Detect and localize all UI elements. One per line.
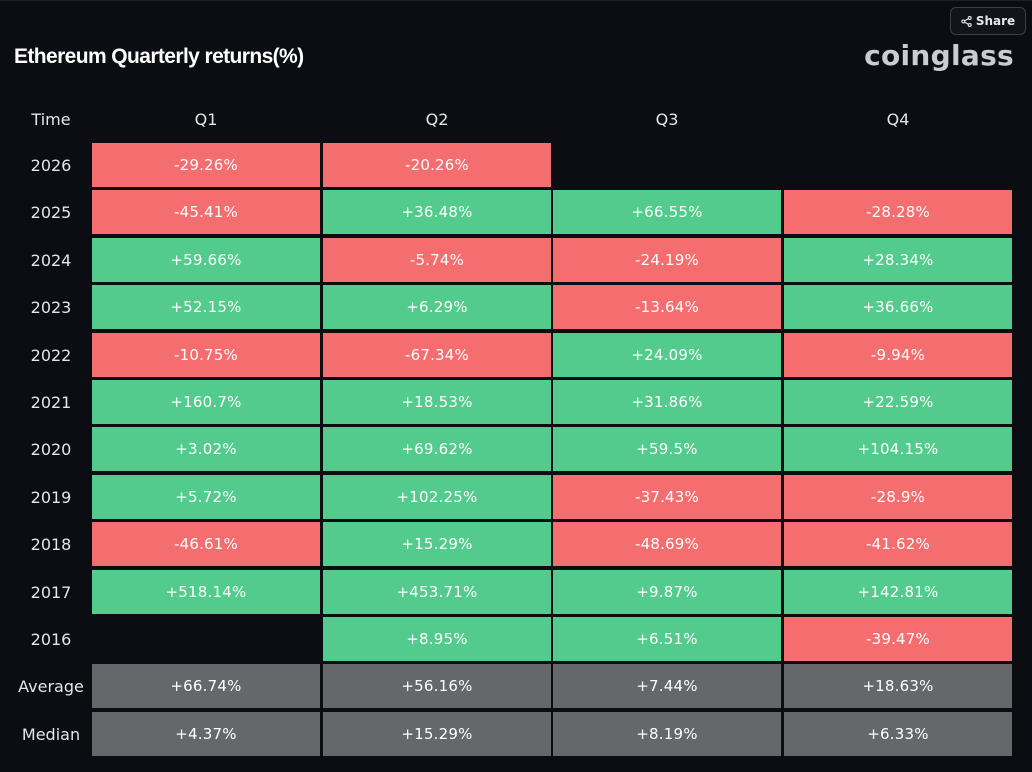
row-label-2020: 2020 [30,439,72,459]
return-cell-2021-q1: +160.7% [92,380,320,424]
row-label-2016: 2016 [30,629,72,649]
return-cell-2018-q3: -48.69% [553,522,781,566]
row-label-2021: 2021 [30,392,72,412]
return-cell-2023-q4: +36.66% [784,285,1012,329]
return-cell-2018-q1: -46.61% [92,522,320,566]
return-cell-median-q3: +8.19% [553,712,781,756]
return-cell-median-q1: +4.37% [92,712,320,756]
return-cell-2023-q1: +52.15% [92,285,320,329]
time-header: Time [31,109,71,129]
return-cell-2026-q1: -29.26% [92,143,320,187]
share-icon [961,15,972,27]
column-header-q1: Q1 [194,109,218,129]
return-cell-2019-q4: -28.9% [784,475,1012,519]
row-label-2025: 2025 [30,202,72,222]
share-label: Share [975,14,1016,28]
share-button[interactable]: Share [950,7,1026,35]
return-cell-2022-q4: -9.94% [784,333,1012,377]
row-label-2018: 2018 [30,534,72,554]
return-cell-2022-q2: -67.34% [323,333,551,377]
return-cell-median-q2: +15.29% [323,712,551,756]
return-cell-2020-q3: +59.5% [553,427,781,471]
return-cell-2016-q2: +8.95% [323,617,551,661]
return-cell-2024-q4: +28.34% [784,238,1012,282]
return-cell-2024-q3: -24.19% [553,238,781,282]
return-cell-2025-q2: +36.48% [323,190,551,234]
return-cell-2020-q2: +69.62% [323,427,551,471]
return-cell-2023-q2: +6.29% [323,285,551,329]
return-cell-average-q4: +18.63% [784,664,1012,708]
return-cell-2018-q4: -41.62% [784,522,1012,566]
row-label-median: Median [21,724,81,744]
return-cell-2025-q3: +66.55% [553,190,781,234]
row-label-2026: 2026 [30,155,72,175]
return-cell-median-q4: +6.33% [784,712,1012,756]
row-label-2019: 2019 [30,487,72,507]
return-cell-2017-q3: +9.87% [553,570,781,614]
return-cell-2021-q4: +22.59% [784,380,1012,424]
row-label-2023: 2023 [30,297,72,317]
return-cell-2017-q1: +518.14% [92,570,320,614]
chart-title: Ethereum Quarterly returns(%) [14,45,304,68]
return-cell-2021-q2: +18.53% [323,380,551,424]
column-header-q4: Q4 [886,109,910,129]
return-cell-2026-q2: -20.26% [323,143,551,187]
column-header-q3: Q3 [655,109,679,129]
return-cell-average-q2: +56.16% [323,664,551,708]
row-label-2024: 2024 [30,250,72,270]
return-cell-2016-q3: +6.51% [553,617,781,661]
return-cell-2017-q2: +453.71% [323,570,551,614]
return-cell-average-q1: +66.74% [92,664,320,708]
return-cell-2025-q1: -45.41% [92,190,320,234]
return-cell-2019-q1: +5.72% [92,475,320,519]
return-cell-2016-q4: -39.47% [784,617,1012,661]
return-cell-2019-q2: +102.25% [323,475,551,519]
return-cell-2024-q2: -5.74% [323,238,551,282]
return-cell-2019-q3: -37.43% [553,475,781,519]
row-label-average: Average [18,676,84,696]
return-cell-2025-q4: -28.28% [784,190,1012,234]
return-cell-2017-q4: +142.81% [784,570,1012,614]
return-cell-2022-q1: -10.75% [92,333,320,377]
return-cell-2024-q1: +59.66% [92,238,320,282]
column-header-q2: Q2 [425,109,449,129]
return-cell-2022-q3: +24.09% [553,333,781,377]
coinglass-logo: coinglass [864,39,1014,72]
return-cell-2020-q1: +3.02% [92,427,320,471]
return-cell-2021-q3: +31.86% [553,380,781,424]
row-label-2022: 2022 [30,345,72,365]
return-cell-average-q3: +7.44% [553,664,781,708]
return-cell-2018-q2: +15.29% [323,522,551,566]
row-label-2017: 2017 [30,582,72,602]
return-cell-2023-q3: -13.64% [553,285,781,329]
return-cell-2020-q4: +104.15% [784,427,1012,471]
